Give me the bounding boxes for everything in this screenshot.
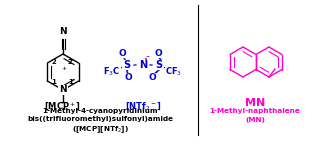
- Text: 1: 1: [51, 79, 56, 85]
- Text: $^+$: $^+$: [60, 66, 68, 74]
- Text: F$_3$C: F$_3$C: [103, 66, 121, 78]
- Text: 1': 1': [68, 79, 75, 85]
- Text: O: O: [148, 73, 156, 83]
- Text: $^-$: $^-$: [144, 54, 150, 60]
- Text: S: S: [124, 60, 130, 70]
- Text: O: O: [118, 49, 126, 58]
- Text: O: O: [124, 73, 132, 83]
- Text: $•$: $•$: [144, 55, 149, 61]
- Text: 1-Methyl-4-cyanopyridinium: 1-Methyl-4-cyanopyridinium: [42, 108, 158, 114]
- Text: CF$_3$: CF$_3$: [165, 66, 183, 78]
- Text: 2: 2: [51, 59, 56, 65]
- Text: O: O: [154, 49, 162, 58]
- Text: MN: MN: [245, 98, 265, 108]
- Text: N: N: [59, 27, 67, 36]
- Text: [MCP$^+$]: [MCP$^+$]: [44, 100, 81, 112]
- Text: N: N: [139, 60, 147, 70]
- Text: N: N: [59, 86, 67, 94]
- Text: [NTf$_2$$^-$]: [NTf$_2$$^-$]: [124, 100, 161, 112]
- Text: 1-Methyl-naphthalene: 1-Methyl-naphthalene: [210, 108, 300, 114]
- Text: S: S: [155, 60, 163, 70]
- Text: bis((trifluoromethyl)sulfonyl)amide: bis((trifluoromethyl)sulfonyl)amide: [27, 116, 173, 122]
- Text: 2': 2': [68, 59, 75, 65]
- Text: ([MCP][NTf$_2$]): ([MCP][NTf$_2$]): [71, 124, 129, 135]
- Text: (MN): (MN): [245, 117, 265, 123]
